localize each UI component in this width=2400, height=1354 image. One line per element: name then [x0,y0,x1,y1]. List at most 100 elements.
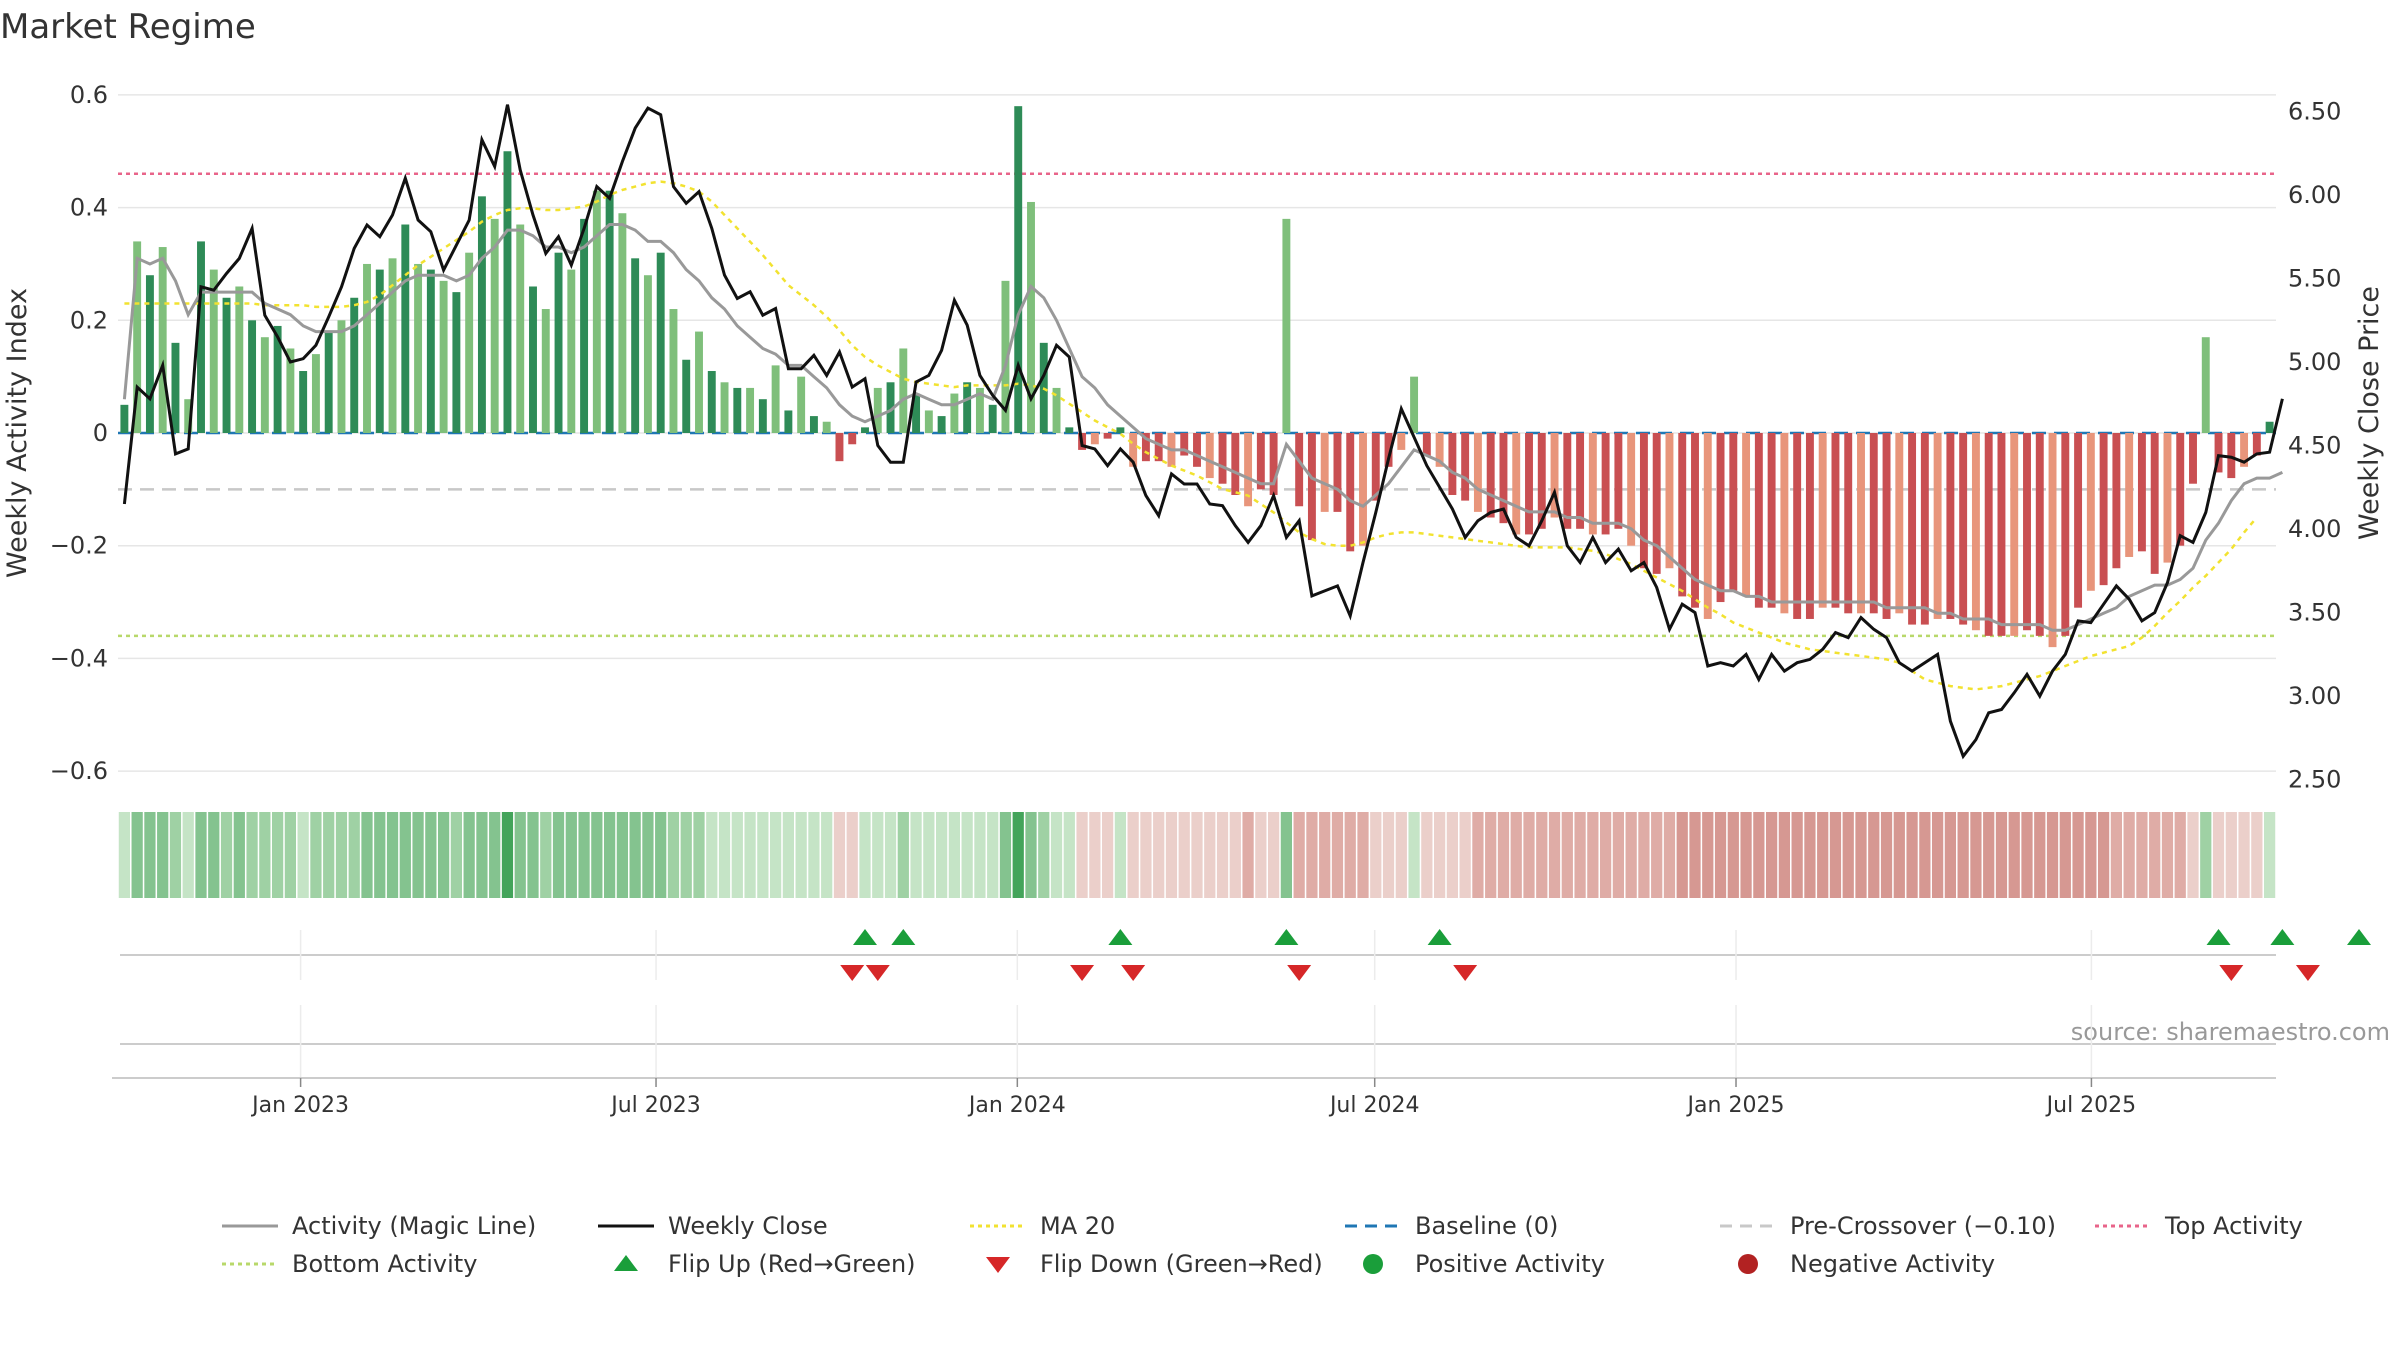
regime-cell [1089,812,1101,898]
activity-bar [835,433,844,462]
regime-cell [1919,812,1931,898]
regime-cell [961,812,973,898]
regime-cell [2123,812,2135,898]
activity-bar [1971,433,1980,631]
regime-cell [999,812,1012,898]
activity-bar [2086,433,2095,591]
regime-cell [1995,812,2008,898]
activity-bar [133,241,142,433]
activity-bar [1805,433,1814,619]
activity-bar [1601,433,1610,535]
activity-bar [2112,433,2121,569]
regime-cell [527,812,539,898]
regime-cell [1012,812,1024,898]
activity-bar [286,348,295,433]
activity-bar [1512,433,1521,535]
activity-bar [1448,433,1457,495]
activity-bar [2265,421,2274,433]
flip-up-marker [1108,929,1133,945]
regime-cell [463,812,475,898]
y2-axis-label: Weekly Close Price [2354,286,2385,540]
regime-cell [1229,812,1241,898]
flip-up-marker [2347,929,2371,945]
activity-bar [1525,433,1533,535]
activity-bar [1499,433,1508,524]
regime-cell [897,812,909,898]
activity-bar [1346,433,1355,552]
regime-cell [2072,812,2084,898]
activity-bar [1550,433,1559,518]
activity-bar [2150,433,2159,574]
regime-cell [1076,812,1088,898]
regime-cell [348,812,360,898]
activity-bar [1001,280,1010,433]
activity-bar [235,286,244,433]
x-tick-label: Jul 2023 [609,1093,701,1118]
activity-bar [1103,433,1112,439]
regime-cell [514,812,526,898]
regime-cell [2046,812,2059,898]
activity-bar [924,410,933,433]
legend-swatch [614,1255,638,1271]
regime-cell [1714,812,1727,898]
regime-cell [323,812,335,898]
activity-bar [541,309,550,433]
regime-cell [935,812,948,898]
regime-cell [1855,812,1867,898]
regime-cell [1216,812,1229,898]
activity-bar [1984,433,1993,636]
activity-bar [222,297,231,433]
activity-bar [1576,433,1585,529]
regime-cell [1191,812,1203,898]
y-tick-label: 0.2 [70,306,108,334]
regime-cell [2136,812,2148,898]
activity-bar [2010,433,2019,636]
activity-bar [2189,433,2197,484]
flip-up-marker [1427,929,1452,945]
activity-bar [720,382,729,433]
regime-cell [2251,812,2263,898]
activity-bar [1537,433,1546,529]
activity-bar [733,387,742,433]
activity-bar [1831,433,1840,608]
regime-cell [1893,812,1905,898]
regime-cell [1778,812,1791,898]
regime-cell [1574,812,1586,898]
regime-cell [169,812,182,898]
regime-cell [131,812,143,898]
activity-bar [529,286,537,433]
regime-cell [1306,812,1318,898]
flip-markers [120,929,2371,981]
activity-bar [260,337,269,433]
y-tick-label: −0.6 [50,757,108,785]
activity-bar [1410,376,1419,433]
regime-cell [1880,812,1893,898]
activity-bar [1946,433,1955,619]
activity-bar [1065,427,1074,433]
activity-bar [1397,433,1406,450]
activity-bar [2125,433,2134,557]
activity-bar [1180,433,1189,456]
activity-bar [2048,433,2057,648]
regime-cell [757,812,769,898]
activity-bar [988,404,997,433]
regime-cell [1178,812,1190,898]
regime-cell [923,812,935,898]
activity-bar [567,269,576,433]
regime-cell [578,812,590,898]
activity-bar [631,258,640,433]
regime-cell [1357,812,1369,898]
activity-bar [477,196,486,433]
regime-cell [2200,812,2212,898]
activity-bar [209,269,218,433]
regime-cell [1446,812,1459,898]
regime-cell [2187,812,2199,898]
activity-bar [1359,433,1367,546]
activity-bar [2061,433,2070,636]
activity-bar [1742,433,1751,597]
axes: −0.6 −0.4 −0.2 0 0.2 0.4 0.6 2.50 3.00 3.50 4.00 4.… [2,81,2385,794]
x-axis: Jan 2023 Jul 2023 Jan 2024 Jul 2024 Jan 2025… [112,1005,2276,1118]
activity-bar [120,404,129,433]
